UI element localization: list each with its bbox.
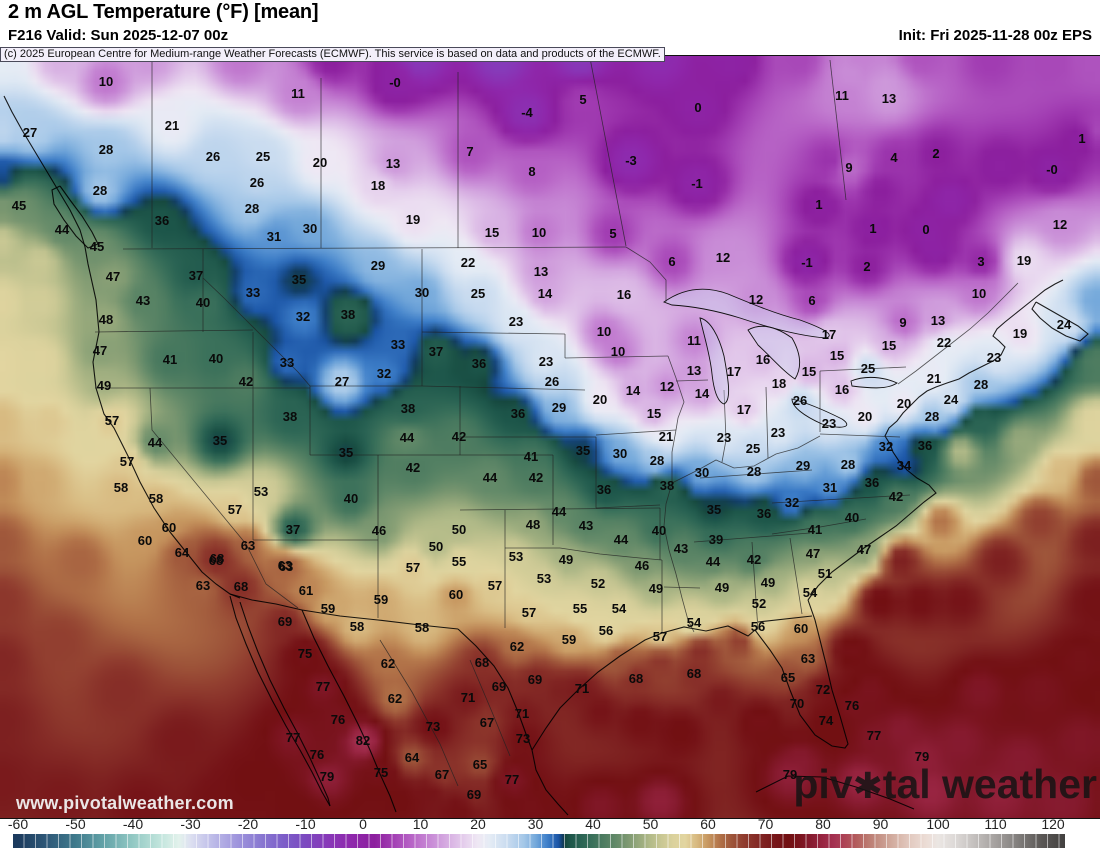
page-title: 2 m AGL Temperature (°F) [mean] — [8, 1, 319, 23]
colorbar-tick: 120 — [1041, 816, 1065, 832]
brand-text-right: tal weather — [882, 761, 1097, 807]
colorbar-tick: 30 — [527, 816, 544, 832]
colorbar-tick: 40 — [585, 816, 601, 832]
brand-text-left: piv — [793, 761, 853, 807]
temperature-map[interactable] — [0, 55, 1100, 819]
colorbar-tick: -20 — [237, 816, 259, 832]
attribution-note: (c) 2025 European Centre for Medium-rang… — [0, 47, 665, 62]
colorbar-tick: 90 — [872, 816, 889, 832]
colorbar-tick: 20 — [470, 816, 486, 832]
brand-watermark: piv✱tal weather — [793, 761, 1097, 808]
colorbar-segments — [13, 834, 1065, 848]
colorbar-tick: -60 — [7, 816, 29, 832]
colorbar-tick: -30 — [180, 816, 201, 832]
colorbar-tick-labels: -60 -50 -40 -30 -20 -10 0 10 20 30 40 50 60 70 80 90 100… — [0, 816, 1100, 833]
colorbar-tick: 50 — [642, 816, 659, 832]
colorbar-tick: 80 — [815, 816, 831, 832]
colorbar-tick: 110 — [984, 816, 1007, 832]
temperature-field-canvas[interactable] — [0, 56, 1100, 818]
colorbar-tick: 100 — [926, 816, 950, 832]
colorbar-tick: 70 — [757, 816, 774, 832]
colorbar-tick: -40 — [122, 816, 144, 832]
gear-icon: ✱ — [852, 765, 883, 806]
colorbar-tick: 10 — [412, 816, 429, 832]
valid-time-label: F216 Valid: Sun 2025-12-07 00z — [8, 27, 229, 44]
header: 2 m AGL Temperature (°F) [mean] F216 Val… — [0, 0, 1100, 55]
colorbar-tick: -10 — [295, 816, 316, 832]
colorbar-tick: -50 — [65, 816, 86, 832]
colorbar-tick: 60 — [700, 816, 716, 832]
init-time-label: Init: Fri 2025-11-28 00z EPS — [898, 27, 1092, 44]
colorbar — [13, 834, 1065, 848]
colorbar-tick: 0 — [359, 816, 367, 832]
site-url-watermark: www.pivotalweather.com — [16, 793, 234, 813]
